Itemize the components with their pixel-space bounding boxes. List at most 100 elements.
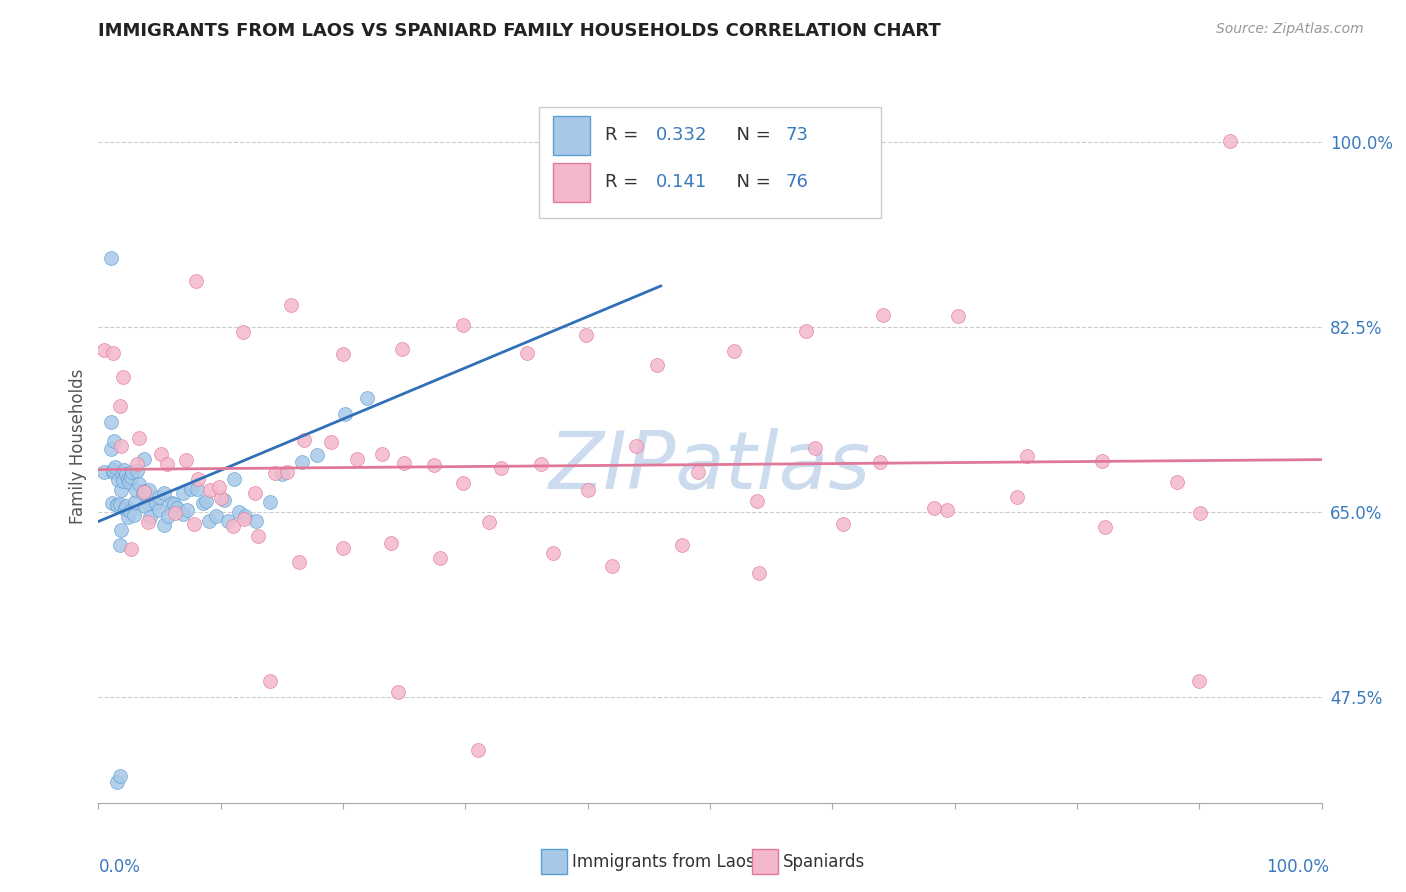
Point <box>530 457 553 471</box>
Point <box>600 558 623 573</box>
Point <box>214 492 236 507</box>
Point <box>128 476 150 491</box>
Point <box>1017 450 1039 464</box>
Point <box>138 509 160 524</box>
Point <box>110 769 132 783</box>
Point <box>332 347 354 361</box>
Point <box>111 466 134 480</box>
Point <box>1094 520 1116 534</box>
Point <box>104 460 127 475</box>
Point <box>1219 134 1241 148</box>
Point <box>671 538 693 552</box>
Point <box>688 465 710 479</box>
Point <box>259 674 281 689</box>
Point <box>222 519 245 533</box>
Point <box>134 499 156 513</box>
Point <box>307 448 329 462</box>
Point <box>869 455 891 469</box>
Point <box>575 328 598 343</box>
Point <box>122 508 145 523</box>
Point <box>233 512 256 526</box>
Point <box>270 467 292 482</box>
Point <box>93 465 115 479</box>
Point <box>264 466 287 480</box>
Point <box>205 509 228 524</box>
Point <box>280 298 302 312</box>
Point <box>150 447 173 461</box>
Text: 0.0%: 0.0% <box>98 858 141 876</box>
Point <box>186 482 208 496</box>
Point <box>346 451 368 466</box>
Point <box>101 465 124 479</box>
Point <box>467 743 489 757</box>
Point <box>183 516 205 531</box>
Point <box>156 457 179 471</box>
Point <box>105 498 128 512</box>
Point <box>121 465 143 479</box>
Point <box>105 774 128 789</box>
Point <box>115 467 138 481</box>
FancyBboxPatch shape <box>554 162 591 202</box>
Point <box>128 431 150 445</box>
Point <box>118 504 141 518</box>
Point <box>162 496 184 510</box>
Point <box>125 464 148 478</box>
Text: Immigrants from Laos: Immigrants from Laos <box>572 853 755 871</box>
Point <box>245 515 267 529</box>
Point <box>103 434 125 449</box>
Point <box>148 503 170 517</box>
Point <box>209 491 232 505</box>
Point <box>110 483 132 497</box>
Point <box>180 482 202 496</box>
Point <box>138 515 160 529</box>
Text: ZIPatlas: ZIPatlas <box>548 428 872 507</box>
Point <box>100 442 122 457</box>
Point <box>794 324 817 338</box>
Point <box>108 538 131 552</box>
Text: Source: ZipAtlas.com: Source: ZipAtlas.com <box>1216 22 1364 37</box>
Text: 76: 76 <box>786 173 808 191</box>
Point <box>872 308 894 322</box>
Point <box>138 483 160 497</box>
Point <box>110 523 132 537</box>
Point <box>1166 475 1188 489</box>
Point <box>114 502 136 516</box>
Point <box>333 407 356 421</box>
Point <box>107 473 129 487</box>
Point <box>387 685 409 699</box>
Point <box>136 497 159 511</box>
FancyBboxPatch shape <box>554 116 591 155</box>
Point <box>319 435 342 450</box>
Point <box>117 472 139 486</box>
Point <box>946 309 969 323</box>
Text: 73: 73 <box>786 127 808 145</box>
Point <box>748 566 770 580</box>
Point <box>176 502 198 516</box>
Point <box>232 325 254 339</box>
Y-axis label: Family Households: Family Households <box>69 368 87 524</box>
Text: N =: N = <box>724 127 770 145</box>
Point <box>198 515 221 529</box>
Point <box>233 508 256 523</box>
Point <box>118 475 141 489</box>
Point <box>228 505 250 519</box>
Point <box>423 458 446 472</box>
Point <box>291 455 314 469</box>
Point <box>516 345 538 359</box>
Point <box>429 551 451 566</box>
Point <box>259 494 281 508</box>
Point <box>145 496 167 510</box>
FancyBboxPatch shape <box>538 107 882 218</box>
Point <box>1091 454 1114 468</box>
Point <box>645 358 668 372</box>
Point <box>112 463 135 477</box>
Point <box>111 370 134 384</box>
Point <box>172 508 194 522</box>
Point <box>208 480 231 494</box>
Point <box>110 439 132 453</box>
Point <box>246 529 269 543</box>
Point <box>217 514 239 528</box>
Point <box>392 456 415 470</box>
Point <box>165 506 187 520</box>
Point <box>193 496 215 510</box>
